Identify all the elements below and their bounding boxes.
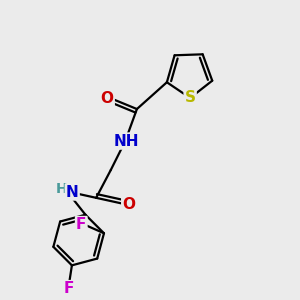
Text: O: O [101,91,114,106]
Text: NH: NH [114,134,140,148]
Text: H: H [56,182,68,196]
Text: O: O [122,197,135,212]
Text: F: F [64,281,74,296]
Text: N: N [66,184,79,200]
Text: S: S [184,91,196,106]
Text: F: F [76,217,86,232]
